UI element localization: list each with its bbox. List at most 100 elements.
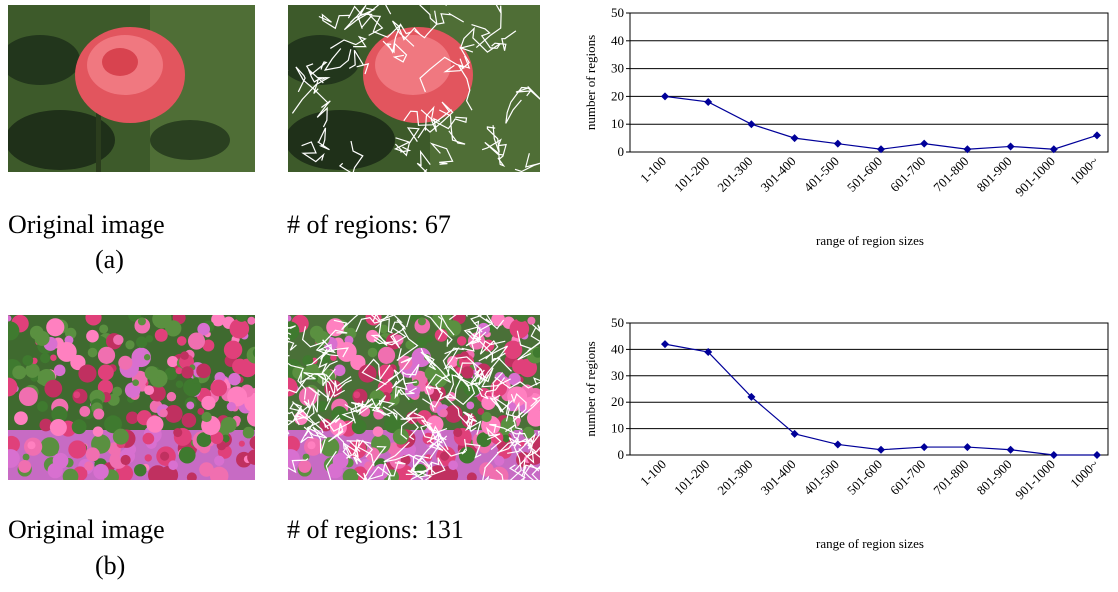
texture — [425, 366, 439, 380]
texture — [202, 412, 212, 422]
texture — [132, 379, 139, 386]
point — [834, 140, 842, 148]
texture — [113, 429, 129, 445]
texture — [93, 426, 104, 437]
x-tick-label: 501-600 — [844, 457, 885, 498]
texture — [57, 342, 77, 362]
x-tick-label: 901-1000 — [1012, 154, 1058, 200]
point — [1007, 446, 1015, 454]
regions-label: # of regions: 131 — [287, 515, 464, 544]
y-axis-label: number of regions — [583, 35, 598, 130]
point — [920, 140, 928, 148]
sub-label: (b) — [95, 551, 125, 580]
texture — [196, 364, 211, 379]
texture — [527, 317, 535, 325]
x-tick-label: 801-900 — [973, 457, 1014, 498]
texture — [187, 472, 197, 482]
texture — [439, 409, 447, 417]
x-tick-label: 901-1000 — [1012, 457, 1058, 503]
texture — [373, 426, 384, 437]
texture — [145, 366, 159, 380]
texture — [353, 391, 360, 398]
texture — [461, 366, 473, 378]
texture — [448, 460, 458, 470]
texture — [0, 321, 19, 340]
x-tick-label: 501-600 — [844, 154, 885, 195]
point — [1007, 142, 1015, 150]
texture — [457, 336, 467, 346]
texture — [368, 348, 378, 358]
texture — [177, 336, 187, 346]
texture — [18, 460, 31, 473]
point — [1093, 131, 1101, 139]
texture — [125, 340, 134, 349]
caption: Original image — [8, 515, 165, 544]
texture — [78, 365, 96, 383]
texture — [527, 450, 542, 465]
texture — [93, 409, 104, 420]
texture — [250, 436, 264, 450]
y-tick-label: 40 — [611, 33, 624, 48]
texture — [35, 331, 50, 346]
texture — [533, 348, 543, 358]
x-tick-label: 301-400 — [757, 457, 798, 498]
x-tick-label: 101-200 — [671, 457, 712, 498]
texture — [155, 329, 168, 342]
y-tick-label: 0 — [618, 144, 625, 159]
texture — [236, 310, 248, 322]
texture — [280, 321, 299, 340]
texture — [5, 315, 11, 321]
x-tick-label: 701-800 — [930, 457, 971, 498]
texture — [247, 409, 265, 427]
texture — [144, 385, 154, 395]
texture — [179, 447, 196, 464]
texture — [145, 454, 152, 461]
texture — [333, 453, 349, 469]
point — [1093, 451, 1101, 459]
texture — [118, 356, 132, 370]
texture — [86, 447, 100, 461]
texture — [126, 412, 138, 424]
texture — [88, 348, 98, 358]
texture — [167, 392, 176, 401]
plot-area — [630, 13, 1108, 152]
texture — [229, 319, 249, 339]
texture — [193, 377, 199, 383]
x-tick-label: 101-200 — [671, 154, 712, 195]
texture — [53, 453, 69, 469]
texture — [509, 319, 529, 339]
texture — [247, 347, 264, 364]
texture — [27, 441, 35, 449]
texture — [99, 324, 108, 333]
line — [665, 96, 1097, 149]
texture — [73, 391, 80, 398]
texture — [467, 472, 477, 482]
point — [834, 440, 842, 448]
regions-label: # of regions: 67 — [287, 210, 451, 239]
texture — [138, 317, 146, 325]
texture — [453, 428, 462, 437]
texture — [239, 441, 245, 447]
texture — [285, 315, 291, 321]
texture — [247, 450, 262, 465]
y-tick-label: 40 — [611, 341, 624, 356]
texture — [181, 366, 193, 378]
x-tick-label: 1000~ — [1067, 154, 1101, 188]
texture — [418, 317, 426, 325]
texture — [98, 364, 114, 380]
point — [791, 134, 799, 142]
texture — [227, 402, 236, 411]
texture — [134, 464, 146, 476]
texture — [214, 456, 224, 466]
texture — [281, 449, 300, 468]
y-tick-label: 20 — [611, 394, 624, 409]
texture — [84, 461, 93, 470]
x-axis-label: range of region sizes — [816, 233, 924, 248]
y-tick-label: 50 — [611, 315, 624, 330]
texture — [112, 387, 122, 397]
x-tick-label: 601-700 — [887, 457, 928, 498]
region-boundary — [265, 329, 289, 349]
rose-segmented — [249, 0, 544, 179]
texture — [37, 401, 48, 412]
texture — [72, 419, 87, 434]
